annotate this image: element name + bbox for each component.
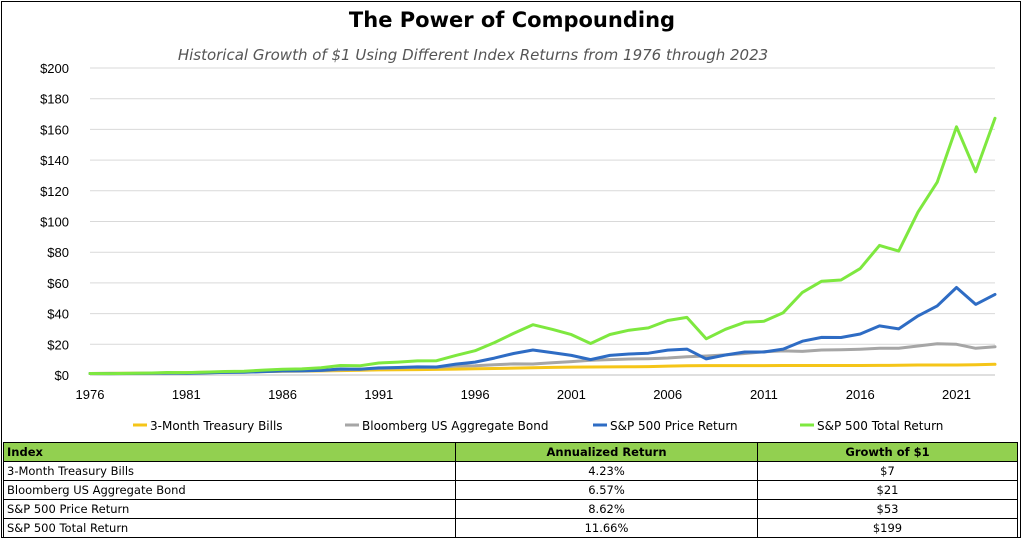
series-lines bbox=[88, 116, 997, 376]
series-line bbox=[88, 116, 997, 376]
y-tick-label: $180 bbox=[40, 92, 69, 107]
x-tick-label: 2011 bbox=[750, 387, 778, 402]
table-row: S&P 500 Price Return 8.62% $53 bbox=[3, 499, 1018, 519]
chart-title: The Power of Compounding bbox=[348, 8, 676, 32]
x-tick-label: 1991 bbox=[364, 387, 393, 402]
series-line bbox=[88, 286, 997, 376]
y-tick-label: $0 bbox=[55, 368, 69, 383]
x-tick-label: 1981 bbox=[172, 387, 201, 402]
y-tick-label: $60 bbox=[47, 276, 69, 291]
y-tick-label: $80 bbox=[47, 245, 69, 260]
row-index: Bloomberg US Aggregate Bond bbox=[3, 480, 456, 500]
table-row: S&P 500 Total Return 11.66% $199 bbox=[3, 518, 1018, 538]
table-row: 3-Month Treasury Bills 4.23% $7 bbox=[3, 461, 1018, 481]
y-tick-label: $100 bbox=[40, 215, 69, 230]
table-row: Bloomberg US Aggregate Bond 6.57% $21 bbox=[3, 480, 1018, 500]
legend: 3-Month Treasury Bills Bloomberg US Aggre… bbox=[133, 419, 943, 433]
x-tick-label: 1986 bbox=[268, 387, 297, 402]
line-chart: $0 $20 $40 $60 $80 $100 $120 $140 $160 $180 $200 1… bbox=[40, 61, 997, 433]
legend-label: 3-Month Treasury Bills bbox=[150, 419, 283, 433]
row-annualized-return: 4.23% bbox=[455, 461, 758, 481]
row-growth: $21 bbox=[757, 480, 1018, 500]
header-annualized-return: Annualized Return bbox=[455, 442, 758, 462]
header-index: Index bbox=[3, 442, 456, 462]
row-growth: $7 bbox=[757, 461, 1018, 481]
y-tick-label: $200 bbox=[40, 61, 69, 76]
gridlines bbox=[90, 67, 995, 376]
row-index: S&P 500 Price Return bbox=[3, 499, 456, 519]
x-tick-label: 2016 bbox=[846, 387, 875, 402]
row-index: S&P 500 Total Return bbox=[3, 518, 456, 538]
returns-table: Index Annualized Return Growth of $1 3-M… bbox=[3, 442, 1018, 538]
x-axis-labels: 1976 1981 1986 1991 1996 2001 2006 2011 2016 2021 bbox=[76, 387, 971, 402]
y-tick-label: $160 bbox=[40, 122, 69, 137]
row-index: 3-Month Treasury Bills bbox=[3, 461, 456, 481]
x-tick-label: 2021 bbox=[942, 387, 971, 402]
row-growth: $199 bbox=[757, 518, 1018, 538]
x-tick-label: 2001 bbox=[557, 387, 586, 402]
row-growth: $53 bbox=[757, 499, 1018, 519]
row-annualized-return: 11.66% bbox=[455, 518, 758, 538]
legend-label: S&P 500 Price Return bbox=[610, 419, 738, 433]
header-growth: Growth of $1 bbox=[757, 442, 1018, 462]
x-tick-label: 1996 bbox=[461, 387, 490, 402]
y-tick-label: $140 bbox=[40, 153, 69, 168]
y-tick-label: $40 bbox=[47, 307, 69, 322]
y-tick-label: $120 bbox=[40, 184, 69, 199]
table-header-row: Index Annualized Return Growth of $1 bbox=[3, 442, 1018, 462]
y-tick-label: $20 bbox=[47, 337, 69, 352]
y-axis-labels: $0 $20 $40 $60 $80 $100 $120 $140 $160 $180 $200 bbox=[40, 61, 69, 383]
row-annualized-return: 8.62% bbox=[455, 499, 758, 519]
legend-label: S&P 500 Total Return bbox=[817, 419, 943, 433]
legend-label: Bloomberg US Aggregate Bond bbox=[362, 419, 548, 433]
x-tick-label: 1976 bbox=[76, 387, 105, 402]
row-annualized-return: 6.57% bbox=[455, 480, 758, 500]
x-tick-label: 2006 bbox=[653, 387, 682, 402]
chart-subtitle: Historical Growth of $1 Using Different … bbox=[177, 46, 769, 64]
